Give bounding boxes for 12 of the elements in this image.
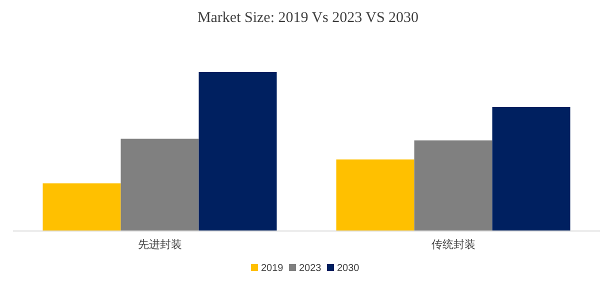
bar <box>414 140 492 231</box>
bar <box>120 138 199 231</box>
bar <box>492 106 570 231</box>
bar <box>336 159 414 231</box>
chart-title: Market Size: 2019 Vs 2023 VS 2030 <box>197 10 419 26</box>
legend-label: 2019 <box>261 263 284 274</box>
x-tick-label: 传统封装 <box>431 238 476 251</box>
legend-label: 2030 <box>337 263 360 274</box>
legend-label: 2023 <box>299 263 322 274</box>
x-tick-label: 先进封装 <box>138 238 182 251</box>
bar <box>42 183 121 231</box>
bar <box>198 72 277 231</box>
